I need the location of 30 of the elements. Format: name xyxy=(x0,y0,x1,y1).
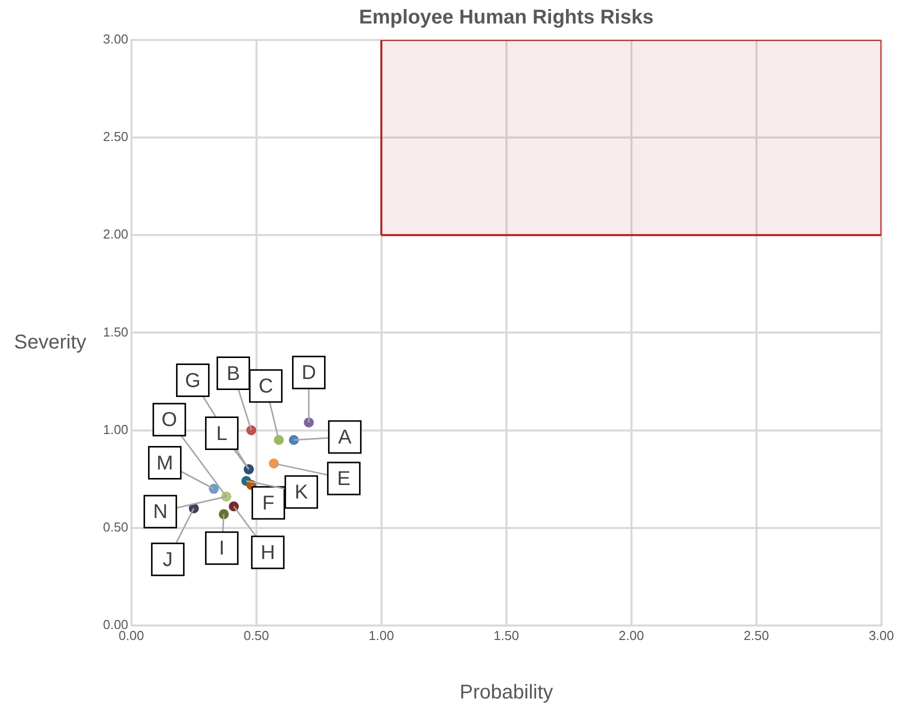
y-tick-label: 1.50 xyxy=(102,324,128,340)
y-tick-label: 3.00 xyxy=(102,32,128,47)
text: N xyxy=(153,501,168,524)
y-tick-label: 1.00 xyxy=(102,422,128,437)
series-label: C xyxy=(258,376,274,398)
series-label: L xyxy=(216,422,228,445)
text: O xyxy=(162,409,178,432)
series-label: D xyxy=(302,362,316,384)
series-label: M xyxy=(156,452,174,474)
series-label: A xyxy=(338,426,352,449)
text: J xyxy=(162,548,173,571)
y-tick-label: 2.00 xyxy=(102,226,128,242)
series-label: H xyxy=(260,542,276,564)
x-tick-label: 0.50 xyxy=(244,628,269,643)
y-axis-title: Severity xyxy=(14,332,86,354)
x-tick-label: 2.50 xyxy=(744,628,769,643)
text: K xyxy=(294,482,309,504)
x-tick-label: 3.00 xyxy=(868,628,894,643)
x-tick-label: 1.00 xyxy=(368,628,394,643)
series-label: I xyxy=(219,538,225,560)
y-tick-label: 0.50 xyxy=(102,519,128,534)
series-label: F xyxy=(262,492,274,514)
x-tick-label: 2.00 xyxy=(618,628,644,643)
text: B xyxy=(226,362,240,385)
text: E xyxy=(337,468,350,490)
x-tick-label: 1.50 xyxy=(494,628,519,643)
text: G xyxy=(185,370,201,392)
chart-title: Employee Human Rights Risks xyxy=(359,6,654,29)
x-axis-title: Probability xyxy=(460,682,554,704)
y-tick-label: 2.50 xyxy=(102,129,128,144)
